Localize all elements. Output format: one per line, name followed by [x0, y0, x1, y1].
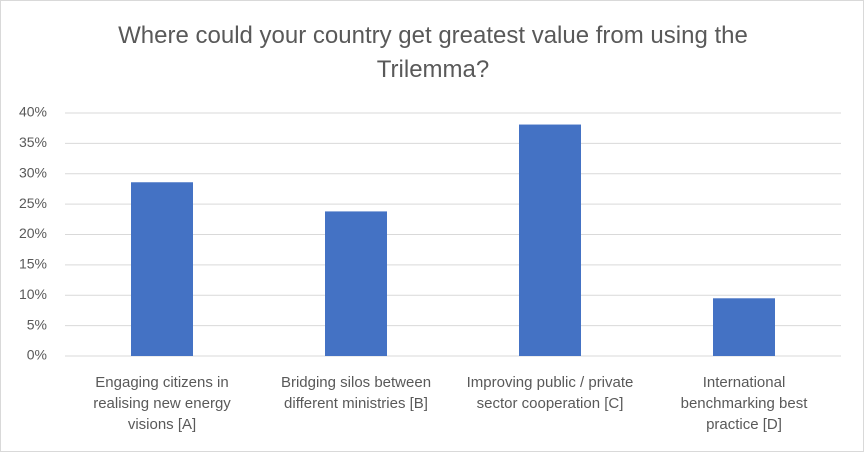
y-tick-label: 10% [19, 286, 47, 302]
y-tick-label: 35% [19, 134, 47, 150]
y-tick-label: 0% [27, 347, 47, 363]
y-tick-label: 5% [27, 316, 47, 332]
bar [519, 124, 581, 356]
bar [131, 182, 193, 356]
y-tick-label: 20% [19, 225, 47, 241]
y-tick-label: 30% [19, 164, 47, 180]
y-tick-label: 40% [19, 104, 47, 120]
bar [325, 211, 387, 356]
x-tick-label: Engaging citizens in realising new energ… [93, 374, 231, 433]
bar [713, 298, 775, 356]
x-tick-label: Improving public / private sector cooper… [466, 374, 634, 412]
y-tick-label: 15% [19, 256, 47, 272]
chart-title: Where could your country get greatest va… [118, 22, 748, 83]
x-tick-label: Bridging silos between different ministr… [280, 374, 432, 412]
x-tick-label: International benchmarking best practice… [680, 374, 808, 433]
y-tick-label: 25% [19, 195, 47, 211]
